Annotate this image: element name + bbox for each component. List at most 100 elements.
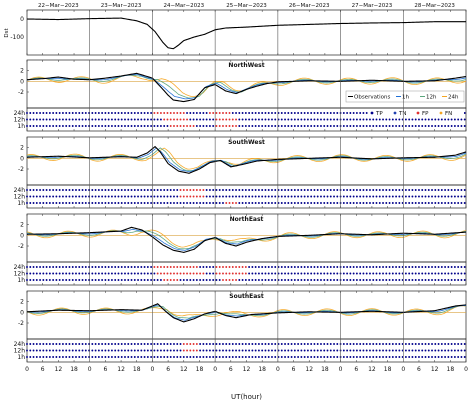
event-dot-tn — [359, 349, 362, 352]
event-dot-fp — [153, 266, 156, 268]
event-dot-tn — [32, 189, 35, 191]
event-dot-tn — [241, 118, 244, 121]
event-dot-tn — [84, 202, 87, 204]
forecast-line-24h — [26, 305, 467, 318]
event-dot-tn — [146, 349, 149, 352]
event-dot-tn — [124, 356, 126, 358]
event-dot-fp — [222, 272, 224, 275]
event-dot-tn — [411, 118, 414, 121]
event-dot-tn — [202, 356, 205, 358]
event-dot-fp — [163, 118, 166, 121]
event-dot-tn — [398, 118, 401, 121]
event-dot-tn — [192, 279, 195, 281]
event-dot-tn — [434, 189, 437, 191]
event-dot-tn — [169, 189, 172, 191]
event-dot-tn — [303, 266, 306, 268]
event-dot-tn — [440, 266, 443, 268]
event-dot-tn — [424, 349, 427, 352]
event-dot-tn — [329, 195, 332, 198]
event-dot-tn — [355, 356, 358, 358]
event-dot-tn — [110, 349, 113, 352]
event-dot-tn — [457, 202, 460, 204]
event-dot-tn — [218, 343, 221, 345]
event-dot-tn — [346, 266, 349, 268]
event-dot-tn — [169, 356, 172, 358]
event-dot-tn — [450, 343, 453, 345]
event-dot-tn — [156, 118, 159, 121]
class-legend-entry: FN — [445, 111, 452, 117]
event-dot-tn — [274, 195, 277, 198]
event-dot-tn — [251, 202, 254, 204]
event-dot-tn — [437, 195, 440, 198]
event-dot-tn — [48, 195, 51, 198]
event-dot-fp — [176, 125, 179, 127]
event-dot-tn — [411, 125, 414, 127]
event-dot-tn — [153, 118, 156, 121]
event-dot-tn — [326, 118, 329, 121]
event-dot-tn — [71, 356, 74, 358]
event-dot-tn — [431, 272, 433, 275]
event-dot-tn — [71, 272, 74, 275]
event-dot-tn — [61, 112, 64, 114]
panel-title: SouthWest — [228, 139, 265, 146]
x-tick-label: 0 — [88, 366, 92, 373]
event-dot-tn — [388, 189, 391, 191]
event-dot-tn — [78, 125, 81, 127]
event-dot-fp — [182, 195, 185, 198]
event-dot-tn — [257, 343, 260, 345]
day-label: 22−Mar−2023 — [38, 3, 79, 9]
event-dot-tn — [444, 195, 447, 198]
event-dot-tn — [447, 118, 450, 121]
event-dot-tn — [248, 356, 251, 358]
event-dot-tn — [352, 112, 355, 114]
event-dot-tn — [32, 279, 35, 281]
event-dot-tn — [457, 125, 460, 127]
event-dot-tn — [110, 118, 113, 121]
event-dot-tn — [212, 195, 215, 198]
event-dot-tn — [254, 279, 257, 281]
horizon-label: 1h — [17, 200, 25, 207]
event-dot-fp — [182, 349, 185, 352]
event-dot-fp — [182, 125, 185, 127]
event-dot-tn — [316, 279, 319, 281]
event-dot-tn — [447, 266, 450, 268]
event-dot-tn — [418, 272, 420, 275]
event-dot-tn — [365, 125, 368, 127]
event-dot-tn — [91, 272, 94, 275]
event-dot-tn — [264, 189, 267, 191]
event-dot-tn — [290, 125, 293, 127]
event-dot-tn — [199, 112, 202, 114]
event-dot-tn — [235, 195, 237, 198]
event-dot-tn — [316, 356, 319, 358]
event-dot-tn — [427, 343, 430, 345]
event-dot-fp — [186, 125, 189, 127]
event-dot-tn — [120, 118, 123, 121]
event-dot-tn — [97, 279, 100, 281]
event-dot-tn — [391, 356, 394, 358]
event-dot-tn — [404, 349, 407, 352]
event-dot-tn — [463, 125, 466, 127]
event-dot-tn — [316, 202, 319, 204]
event-dot-tn — [26, 202, 28, 204]
event-dot-tn — [45, 202, 48, 204]
event-dot-tn — [342, 195, 345, 198]
event-dot-tn — [244, 279, 247, 281]
event-dot-tn — [52, 118, 55, 121]
event-dot-tn — [231, 195, 234, 198]
event-dot-tn — [404, 279, 407, 281]
event-dot-tn — [287, 118, 290, 121]
event-dot-tn — [75, 125, 77, 127]
event-dot-tn — [156, 343, 159, 345]
event-dot-tn — [378, 125, 381, 127]
event-dot-tn — [130, 356, 133, 358]
event-dot-tn — [382, 272, 384, 275]
event-dot-tn — [437, 343, 440, 345]
event-dot-tn — [385, 125, 388, 127]
event-dot-tn — [71, 112, 74, 114]
event-dot-tn — [169, 349, 172, 352]
event-dot-tn — [297, 272, 300, 275]
event-dot-tn — [457, 279, 460, 281]
event-dot-tn — [362, 349, 365, 352]
event-dot-fp — [244, 272, 247, 275]
event-dot-tn — [388, 118, 391, 121]
